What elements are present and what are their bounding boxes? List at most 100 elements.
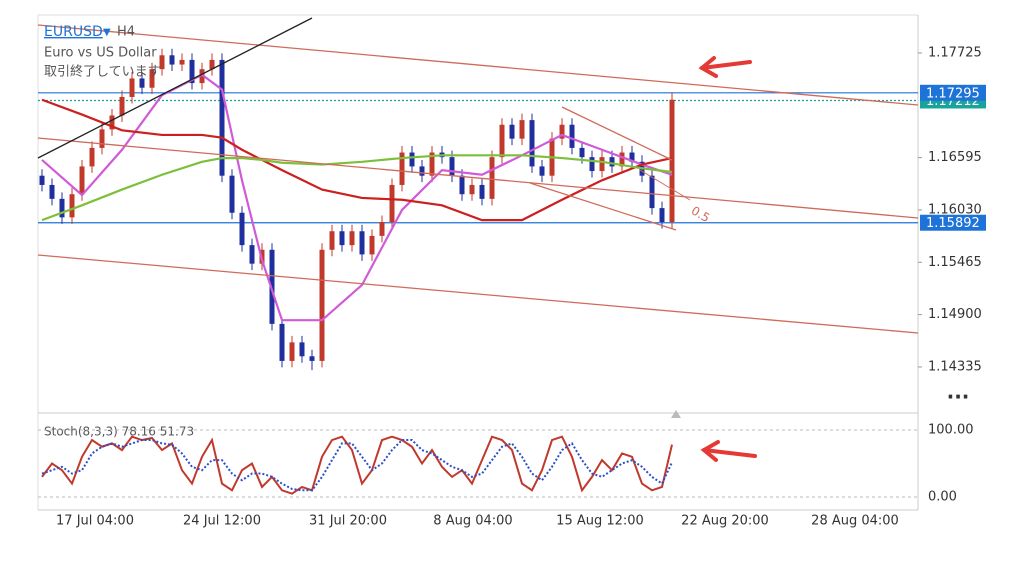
candle-body bbox=[279, 323, 285, 361]
candle-body bbox=[69, 194, 75, 218]
candle-body bbox=[469, 184, 475, 195]
candle-body bbox=[619, 152, 625, 167]
candle-body bbox=[139, 78, 145, 88]
arrow bbox=[700, 440, 757, 462]
candle-body bbox=[499, 124, 505, 158]
x-tick-label: 22 Aug 20:00 bbox=[681, 514, 769, 529]
candle-body bbox=[119, 96, 125, 116]
candle-body bbox=[339, 231, 345, 246]
candle-body bbox=[49, 184, 55, 199]
candle-body bbox=[589, 157, 595, 172]
trend-line bbox=[37, 254, 919, 334]
y-tick-label: 100.00 bbox=[928, 422, 974, 437]
candle-body bbox=[669, 99, 675, 222]
candle-body bbox=[229, 175, 235, 213]
candle-body bbox=[389, 184, 395, 222]
y-tick-label: 0.00 bbox=[928, 489, 957, 504]
candle-body bbox=[199, 69, 205, 84]
candle-body bbox=[629, 152, 635, 162]
candle-body bbox=[579, 147, 585, 158]
price-tag-label: 1.17295 bbox=[926, 86, 980, 101]
trend-line bbox=[37, 137, 919, 219]
y-tick-label: 1.16030 bbox=[928, 202, 982, 217]
candle-body bbox=[169, 55, 175, 65]
candle-body bbox=[149, 69, 155, 88]
description: Euro vs US Dollar bbox=[44, 46, 157, 61]
fib-line bbox=[639, 169, 691, 201]
y-tick-label: 1.15465 bbox=[928, 255, 982, 270]
candle-body bbox=[419, 166, 425, 176]
candle-body bbox=[289, 342, 295, 361]
candle-body bbox=[109, 115, 115, 130]
candle-body bbox=[249, 245, 255, 264]
candle-body bbox=[79, 166, 85, 195]
candle-body bbox=[369, 235, 375, 255]
timeframe[interactable]: H4 bbox=[117, 25, 135, 40]
candle-body bbox=[219, 59, 225, 176]
trend-line bbox=[37, 17, 313, 159]
candle-body bbox=[59, 198, 65, 218]
x-tick-label: 17 Jul 04:00 bbox=[56, 514, 134, 529]
price-tag bbox=[920, 84, 986, 101]
candle-body bbox=[379, 221, 385, 236]
dropdown-icon[interactable]: ▼ bbox=[103, 27, 111, 38]
y-tick-label: 1.14335 bbox=[928, 359, 982, 374]
candle-body bbox=[89, 147, 95, 167]
trend-line bbox=[561, 106, 673, 161]
more-menu[interactable]: ··· bbox=[947, 385, 970, 409]
market-status: 取引終了しています bbox=[44, 64, 161, 80]
candle-body bbox=[359, 231, 365, 255]
stoch-label: Stoch(8,3,3) 78.16 51.73 bbox=[44, 425, 194, 439]
candle-body bbox=[159, 55, 165, 70]
arrow bbox=[698, 56, 752, 78]
candle-body bbox=[529, 120, 535, 167]
trend-line bbox=[529, 182, 677, 231]
candle-body bbox=[539, 166, 545, 176]
x-tick-label: 31 Jul 20:00 bbox=[309, 514, 387, 529]
y-tick-label: 1.17725 bbox=[928, 45, 982, 60]
candle-body bbox=[99, 129, 105, 148]
x-tick-label: 24 Jul 12:00 bbox=[183, 514, 261, 529]
candle-body bbox=[649, 175, 655, 209]
moving-average bbox=[41, 154, 673, 222]
candle-body bbox=[319, 249, 325, 361]
y-tick-label: 1.16595 bbox=[928, 150, 982, 165]
symbol[interactable]: EURUSD bbox=[44, 24, 103, 40]
candle-body bbox=[239, 212, 245, 246]
candle-body bbox=[129, 78, 135, 97]
x-tick-label: 28 Aug 04:00 bbox=[811, 514, 899, 529]
candle-body bbox=[569, 124, 575, 148]
candle-body bbox=[599, 157, 605, 172]
candle-body bbox=[489, 157, 495, 199]
candle-body bbox=[39, 175, 45, 185]
candle-body bbox=[349, 231, 355, 246]
candle-body bbox=[429, 152, 435, 176]
candle-body bbox=[179, 59, 185, 65]
candle-body bbox=[399, 152, 405, 185]
trend-line bbox=[37, 24, 919, 106]
stoch-line bbox=[41, 435, 673, 495]
candle-body bbox=[519, 120, 525, 139]
candle-body bbox=[189, 59, 195, 84]
price-tag-label: 1.15892 bbox=[926, 216, 980, 231]
candle-body bbox=[209, 59, 215, 70]
candle-body bbox=[299, 342, 305, 357]
scroll-marker[interactable] bbox=[671, 410, 681, 418]
candle-body bbox=[559, 124, 565, 139]
x-tick-label: 15 Aug 12:00 bbox=[556, 514, 644, 529]
candle-body bbox=[609, 157, 615, 167]
candle-body bbox=[459, 175, 465, 195]
candle-body bbox=[409, 152, 415, 167]
candle-body bbox=[449, 157, 455, 176]
candle-body bbox=[479, 184, 485, 199]
y-tick-label: 1.14900 bbox=[928, 307, 982, 322]
candle-body bbox=[509, 124, 515, 139]
candle-body bbox=[659, 208, 665, 222]
x-tick-label: 8 Aug 04:00 bbox=[433, 514, 512, 529]
candle-body bbox=[329, 231, 335, 250]
candle-body bbox=[309, 356, 315, 361]
moving-average bbox=[41, 98, 673, 222]
price-tag bbox=[920, 214, 986, 231]
